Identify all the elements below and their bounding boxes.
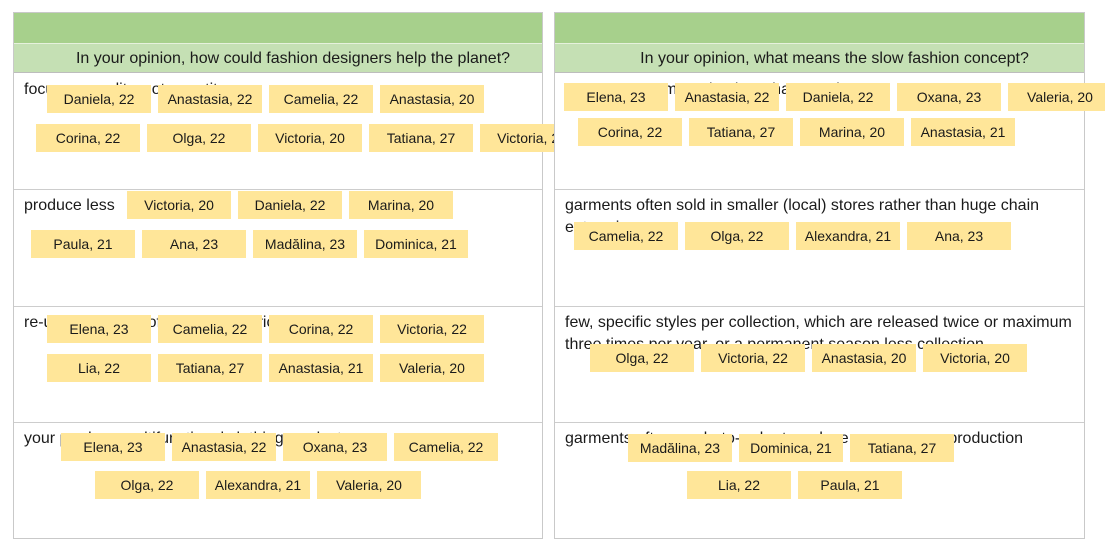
respondent-chip: Dominica, 21	[364, 230, 468, 258]
respondent-chip: Victoria, 20	[923, 344, 1027, 372]
left-section-divider	[14, 189, 542, 190]
respondent-chip: Daniela, 22	[47, 85, 151, 113]
right-heading: In your opinion, what means the slow fas…	[555, 43, 1084, 73]
respondent-chip: Alexandra, 21	[206, 471, 310, 499]
respondent-chip: Oxana, 23	[897, 83, 1001, 111]
respondent-chip: Elena, 23	[564, 83, 668, 111]
respondent-chip: Tatiana, 27	[369, 124, 473, 152]
respondent-chip: Ana, 23	[907, 222, 1011, 250]
left-top-band	[14, 13, 542, 43]
respondent-chip: Tatiana, 27	[158, 354, 262, 382]
left-section-divider	[14, 422, 542, 423]
right-section-divider	[555, 422, 1084, 423]
right-section-divider	[555, 189, 1084, 190]
respondent-chip: Corina, 22	[269, 315, 373, 343]
respondent-chip: Anastasia, 22	[675, 83, 779, 111]
respondent-chip: Lia, 22	[687, 471, 791, 499]
respondent-chip: Valeria, 20	[317, 471, 421, 499]
respondent-chip: Dominica, 21	[739, 434, 843, 462]
respondent-chip: Marina, 20	[349, 191, 453, 219]
respondent-chip: Valeria, 20	[1008, 83, 1105, 111]
respondent-chip: Lia, 22	[47, 354, 151, 382]
respondent-chip: Camelia, 22	[269, 85, 373, 113]
respondent-chip: Camelia, 22	[158, 315, 262, 343]
respondent-chip: Daniela, 22	[238, 191, 342, 219]
respondent-chip: Tatiana, 27	[689, 118, 793, 146]
respondent-chip: Camelia, 22	[574, 222, 678, 250]
respondent-chip: Madălina, 23	[628, 434, 732, 462]
respondent-chip: Paula, 21	[31, 230, 135, 258]
respondent-chip: Alexandra, 21	[796, 222, 900, 250]
respondent-chip: Olga, 22	[685, 222, 789, 250]
respondent-chip: Anastasia, 21	[269, 354, 373, 382]
respondent-chip: Madălina, 23	[253, 230, 357, 258]
respondent-chip: Anastasia, 22	[158, 85, 262, 113]
respondent-chip: Anastasia, 20	[380, 85, 484, 113]
right-panel: In your opinion, what means the slow fas…	[554, 12, 1105, 539]
left-panel: In your opinion, how could fashion desig…	[13, 12, 584, 539]
respondent-chip: Camelia, 22	[394, 433, 498, 461]
respondent-chip: Tatiana, 27	[850, 434, 954, 462]
right-top-band	[555, 13, 1084, 43]
respondent-chip: Elena, 23	[47, 315, 151, 343]
respondent-chip: Elena, 23	[61, 433, 165, 461]
respondent-chip: Oxana, 23	[283, 433, 387, 461]
right-section-divider	[555, 306, 1084, 307]
respondent-chip: Paula, 21	[798, 471, 902, 499]
respondent-chip: Victoria, 22	[380, 315, 484, 343]
respondent-chip: Victoria, 20	[258, 124, 362, 152]
left-heading: In your opinion, how could fashion desig…	[14, 43, 542, 73]
respondent-chip: Ana, 23	[142, 230, 246, 258]
respondent-chip: Victoria, 22	[701, 344, 805, 372]
respondent-chip: Olga, 22	[95, 471, 199, 499]
left-section-label: produce less	[24, 197, 115, 214]
respondent-chip: Corina, 22	[36, 124, 140, 152]
respondent-chip: Daniela, 22	[786, 83, 890, 111]
respondent-chip: Anastasia, 20	[812, 344, 916, 372]
respondent-chip: Anastasia, 22	[172, 433, 276, 461]
left-section-divider	[14, 306, 542, 307]
respondent-chip: Olga, 22	[590, 344, 694, 372]
respondent-chip: Victoria, 20	[127, 191, 231, 219]
respondent-chip: Corina, 22	[578, 118, 682, 146]
respondent-chip: Valeria, 20	[380, 354, 484, 382]
respondent-chip: Marina, 20	[800, 118, 904, 146]
respondent-chip: Olga, 22	[147, 124, 251, 152]
respondent-chip: Anastasia, 21	[911, 118, 1015, 146]
